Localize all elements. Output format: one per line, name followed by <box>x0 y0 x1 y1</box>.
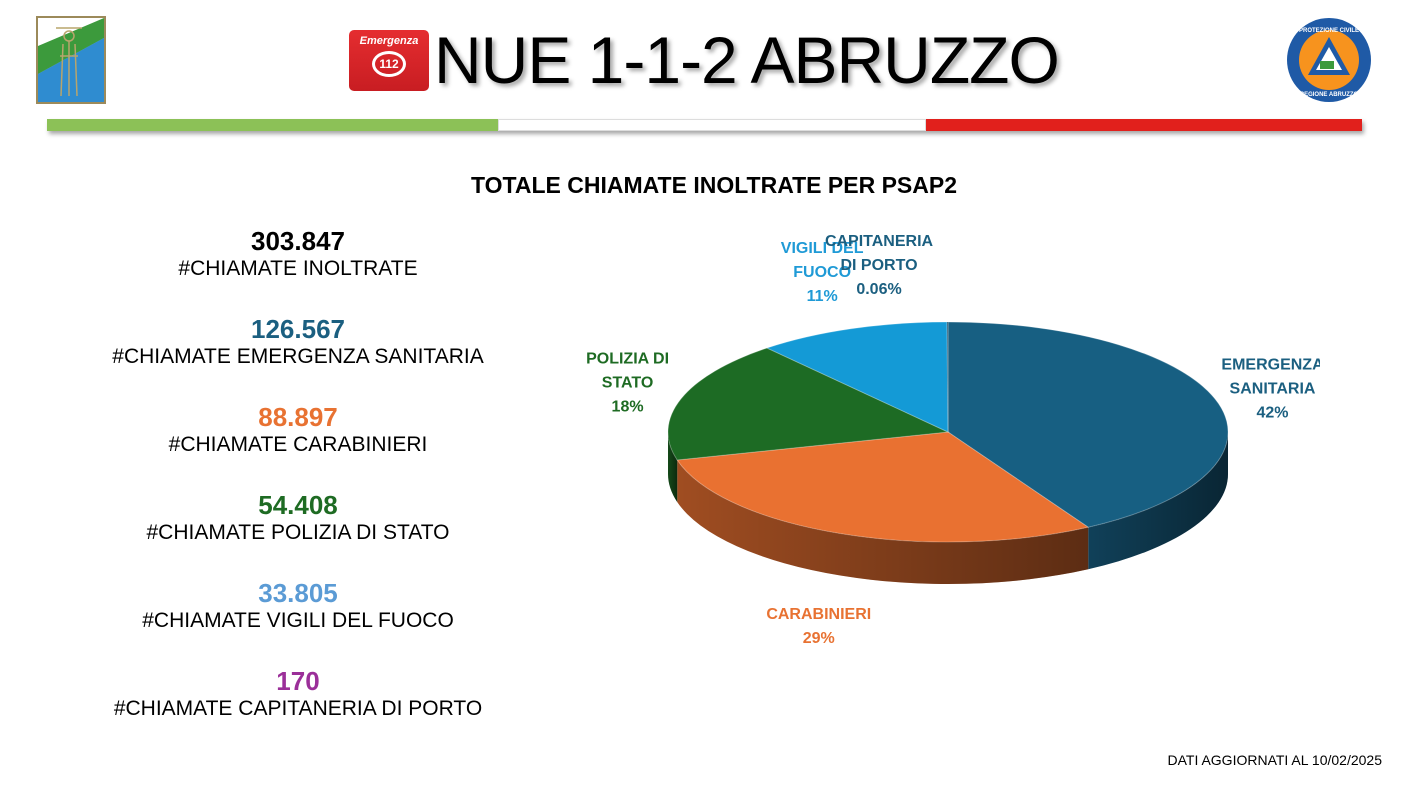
data-update-note: DATI AGGIORNATI AL 10/02/2025 <box>1167 752 1382 768</box>
regione-abruzzo-crest <box>36 16 106 104</box>
pie-label-category: VIGILI DEL <box>781 240 864 257</box>
pie-slice-side-shade <box>668 432 678 502</box>
stat-label: #CHIAMATE VIGILI DEL FUOCO <box>142 609 454 632</box>
stat-label: #CHIAMATE EMERGENZA SANITARIA <box>112 345 484 368</box>
pie-slice-vigili-del-fuoco <box>765 321 949 433</box>
stat-label: #CHIAMATE INOLTRATE <box>178 257 418 280</box>
divider-white <box>498 119 926 131</box>
pie-label-category: CAPITANERIA <box>825 233 934 250</box>
stat-item: 33.805 #CHIAMATE VIGILI DEL FUOCO <box>68 578 528 666</box>
stat-value: 33.805 <box>258 578 338 608</box>
pie-label-category: EMERGENZA <box>1221 357 1320 374</box>
pie-slice-polizia-di-stato <box>667 347 950 461</box>
pie-label-category: FUOCO <box>793 264 851 281</box>
stat-item: 126.567 #CHIAMATE EMERGENZA SANITARIA <box>68 314 528 402</box>
protezione-civile-logo: PROTEZIONE CIVILE REGIONE ABRUZZO <box>1287 18 1371 102</box>
pie-slice-side-shade <box>677 459 1089 584</box>
pie-chart: EMERGENZA SANITARIA 42% CARABINIERI 29% POLIZ… <box>586 233 1320 647</box>
stat-value: 126.567 <box>251 314 345 344</box>
emergenza-112-badge: Emergenza 112 <box>349 30 429 91</box>
stat-value: 170 <box>276 666 320 696</box>
stat-value: 303.847 <box>251 226 345 256</box>
stat-item: 88.897 #CHIAMATE CARABINIERI <box>68 402 528 490</box>
pie-slice-emergenza-sanitaria <box>947 321 1229 528</box>
badge-number: 112 <box>372 51 406 77</box>
stat-label: #CHIAMATE CAPITANERIA DI PORTO <box>113 697 483 720</box>
pie-label-percent: 42% <box>1257 405 1289 422</box>
stat-item: 170 #CHIAMATE CAPITANERIA DI PORTO <box>68 666 528 754</box>
page-title: NUE 1-1-2 ABRUZZO <box>434 23 1060 97</box>
pie-slice-side-shade <box>1088 432 1228 570</box>
divider-green <box>47 119 498 131</box>
chart-title: TOTALE CHIAMATE INOLTRATE PER PSAP2 <box>471 172 957 198</box>
divider-red <box>926 119 1362 131</box>
pie-label-category: DI PORTO <box>840 257 917 274</box>
stat-label: #CHIAMATE POLIZIA DI STATO <box>146 521 450 544</box>
stat-item: 54.408 #CHIAMATE POLIZIA DI STATO <box>68 490 528 578</box>
pie-label-category: SANITARIA <box>1230 381 1316 398</box>
stat-label: #CHIAMATE CARABINIERI <box>168 433 428 456</box>
pie-label-percent: 11% <box>807 288 838 305</box>
stat-item: 303.847 #CHIAMATE INOLTRATE <box>68 226 528 314</box>
tricolor-divider <box>47 119 1362 131</box>
svg-text:PROTEZIONE CIVILE: PROTEZIONE CIVILE <box>1299 28 1359 34</box>
pie-label-category: STATO <box>602 374 654 391</box>
pie-label-percent: 0.06% <box>856 281 901 298</box>
pie-label-percent: 29% <box>803 630 835 647</box>
pie-label-percent: 18% <box>612 398 644 415</box>
stat-value: 88.897 <box>258 402 338 432</box>
pie-slice-carabinieri <box>676 431 1090 543</box>
pie-slice-capitaneria-di-porto <box>946 321 949 433</box>
pie-label-category: POLIZIA DI <box>586 350 669 367</box>
stats-list: 303.847 #CHIAMATE INOLTRATE 126.567 #CHI… <box>68 226 528 754</box>
stat-value: 54.408 <box>258 490 338 520</box>
pie-label-category: CARABINIERI <box>766 606 871 623</box>
badge-label: Emergenza <box>359 35 419 47</box>
svg-text:REGIONE ABRUZZO: REGIONE ABRUZZO <box>1300 92 1359 98</box>
